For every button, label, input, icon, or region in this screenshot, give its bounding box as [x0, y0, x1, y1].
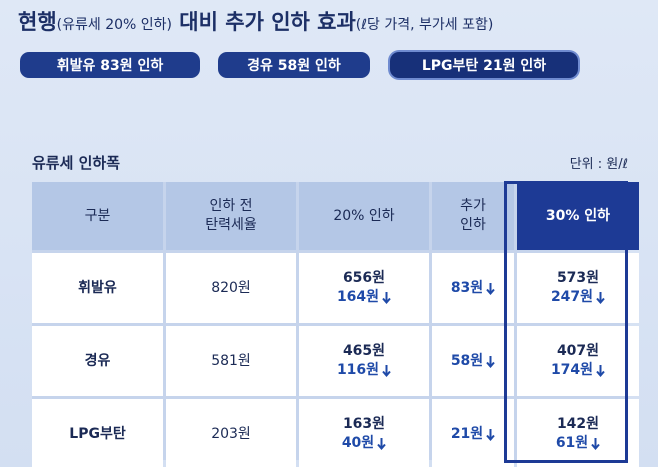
column-header: 20% 인하	[299, 182, 429, 250]
reduction: 83원	[451, 279, 495, 298]
price-after: 656원	[342, 270, 386, 286]
before-price: 203원	[211, 425, 251, 442]
down-arrow	[596, 292, 605, 304]
header-line: 20% 인하	[333, 207, 395, 224]
cell: 465원 116원	[299, 326, 429, 396]
cell: 573원 247원	[517, 253, 639, 323]
title-rest: 대비 추가 인하 효과	[179, 10, 356, 34]
table-caption: 유류세 인하폭	[32, 154, 121, 172]
reduction: 247원	[551, 288, 605, 307]
badge: LPG부탄 21원 인하	[390, 52, 578, 78]
reduction: 21원	[451, 425, 495, 444]
price-after: 573원	[556, 270, 600, 286]
badge: 경유 58원 인하	[218, 52, 370, 78]
reduction-value: 247원	[550, 289, 594, 305]
reduction-value: 174원	[550, 362, 594, 378]
cell: 휘발유	[32, 253, 163, 323]
title-main: 현행	[18, 10, 57, 34]
down-arrow	[591, 438, 600, 450]
header-line: 인하 전	[209, 198, 253, 214]
reduction-value: 40원	[341, 435, 375, 451]
price-after: 407원	[556, 343, 600, 359]
down-arrow	[486, 355, 495, 368]
header-line: 30% 인하	[545, 207, 611, 224]
cell: 163원 40원	[299, 399, 429, 469]
before-price: 581원	[211, 352, 251, 369]
cell: 820원	[166, 253, 296, 323]
column-header: 30% 인하	[517, 182, 639, 250]
cell: 656원 164원	[299, 253, 429, 323]
header-line: 탄력세율	[205, 217, 257, 233]
badge: 휘발유 83원 인하	[20, 52, 200, 78]
reduction: 58원	[451, 352, 495, 371]
column-header: 구분	[32, 182, 163, 250]
row-name: 경유	[84, 352, 111, 369]
reduction: 164원	[337, 288, 391, 307]
title-note: (ℓ당 가격, 부가세 포함)	[355, 17, 494, 33]
cell: 58원	[432, 326, 514, 396]
title: 현행(유류세 20% 인하) 대비 추가 인하 효과(ℓ당 가격, 부가세 포함…	[18, 6, 493, 36]
cell: 203원	[166, 399, 296, 469]
price-after: 465원	[342, 343, 386, 359]
header-line: 추가	[460, 198, 486, 214]
reduction-value: 21원	[450, 425, 484, 442]
down-arrow	[382, 365, 391, 377]
price-after: 163원	[342, 416, 386, 432]
cell: 407원 174원	[517, 326, 639, 396]
reduction-value: 164원	[336, 289, 380, 305]
reduction-value: 58원	[450, 352, 484, 369]
before-price: 820원	[211, 279, 251, 296]
reduction-value: 83원	[450, 279, 484, 296]
row-name: LPG부탄	[69, 425, 126, 442]
reduction: 174원	[551, 361, 605, 380]
cell: LPG부탄	[32, 399, 163, 469]
reduction-value: 116원	[336, 362, 380, 378]
cell: 경유	[32, 326, 163, 396]
reduction: 40원	[342, 434, 386, 453]
down-arrow	[486, 428, 495, 441]
down-arrow	[382, 292, 391, 304]
down-arrow	[596, 365, 605, 377]
title-paren: (유류세 20% 인하)	[56, 17, 172, 33]
cell: 581원	[166, 326, 296, 396]
reduction: 116원	[337, 361, 391, 380]
cell: 83원	[432, 253, 514, 323]
row-name: 휘발유	[78, 279, 117, 296]
reduction-value: 61원	[555, 435, 589, 451]
cell: 142원 61원	[517, 399, 639, 469]
header-line: 구분	[84, 207, 111, 224]
price-after: 142원	[556, 416, 600, 432]
header-line: 인하	[460, 217, 486, 233]
cell: 21원	[432, 399, 514, 469]
reduction: 61원	[556, 434, 600, 453]
down-arrow	[377, 438, 386, 450]
unit-label: 단위 : 원/ℓ	[569, 157, 628, 172]
down-arrow	[486, 282, 495, 295]
